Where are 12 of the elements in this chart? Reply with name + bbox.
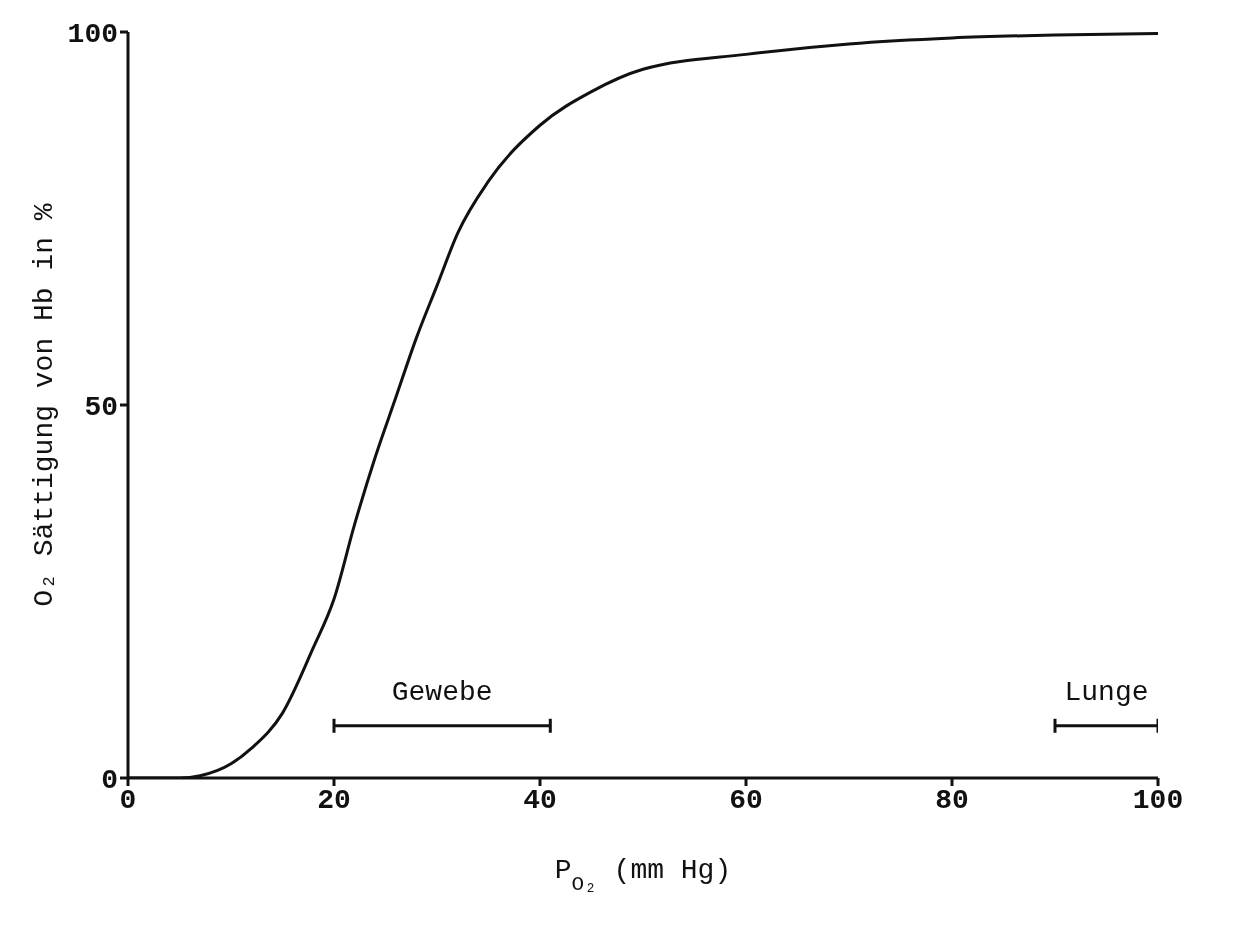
x-tick-label: 100	[1132, 784, 1184, 816]
y-axis-title: O₂ Sättigung von Hb in %	[29, 203, 60, 607]
x-tick-label: 80	[935, 784, 969, 816]
y-tick-label: 0	[101, 764, 118, 796]
x-axis-title: P$_{O₂}$ (mm Hg)	[554, 855, 732, 896]
series-label: Lunge	[1064, 676, 1149, 708]
x-tick-label: 20	[317, 784, 351, 816]
x-tick-label: 40	[523, 784, 557, 816]
series-label: Gewebe	[391, 676, 493, 708]
x-tick-label: 60	[729, 784, 763, 816]
y-tick-label: 100	[67, 18, 118, 50]
y-tick-label: 50	[84, 391, 118, 423]
